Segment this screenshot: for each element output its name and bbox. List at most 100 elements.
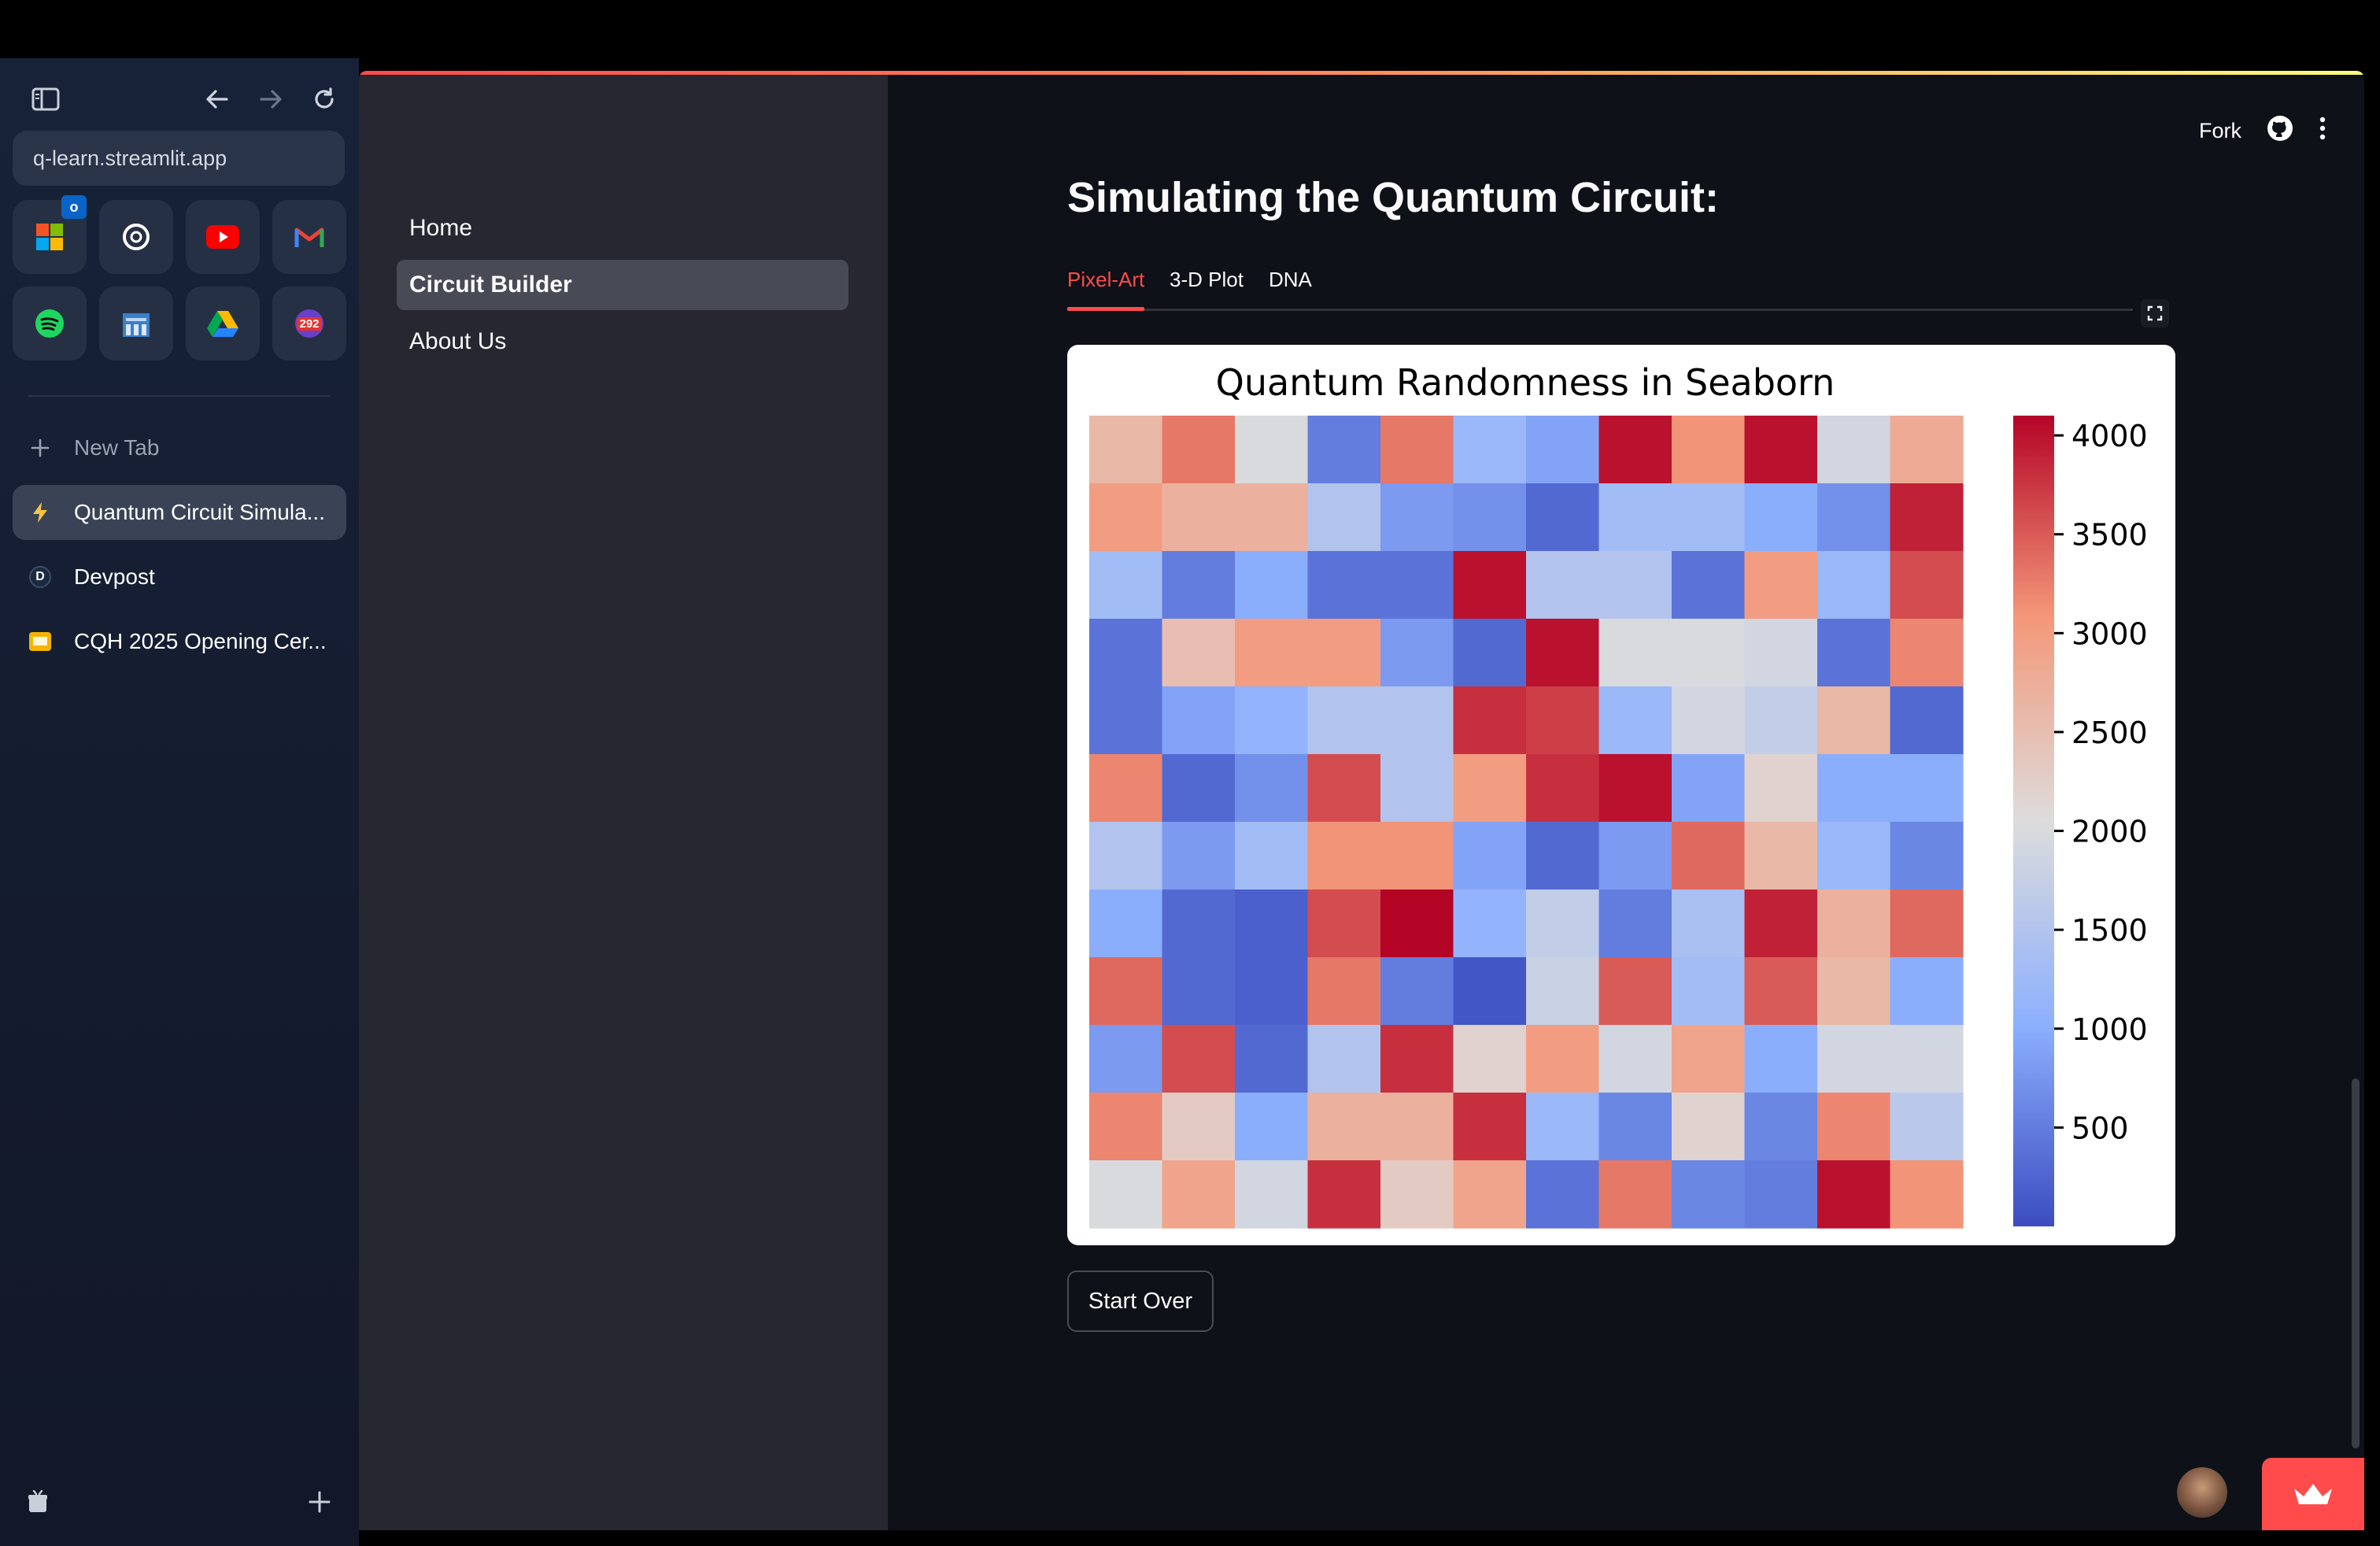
nav-item-about-us[interactable]: About Us <box>409 328 507 354</box>
sidebar-divider <box>28 395 331 397</box>
archive-icon[interactable] <box>24 1488 52 1516</box>
heatmap-cell <box>1672 551 1746 620</box>
heatmap-cell <box>1089 483 1163 552</box>
back-arrow-icon[interactable] <box>200 82 235 117</box>
tab-bar: Pixel-Art 3-D Plot DNA <box>1067 268 2133 312</box>
streamlit-crown-badge[interactable] <box>2262 1458 2364 1530</box>
heatmap-cell <box>1235 483 1309 552</box>
heatmap-cell <box>1380 957 1454 1026</box>
heatmap-cell <box>1089 1093 1163 1161</box>
heatmap-cell <box>1744 1093 1818 1161</box>
heatmap-cell <box>1890 1093 1964 1161</box>
fork-button[interactable]: Fork <box>2199 119 2241 142</box>
heatmap-cell <box>1162 619 1236 687</box>
heatmap-cell <box>1380 822 1454 890</box>
fullscreen-icon[interactable] <box>2141 299 2169 327</box>
browser-tab-devpost[interactable]: D Devpost <box>13 549 346 605</box>
colorbar-tick-label: 500 <box>2071 1111 2129 1145</box>
heatmap-cell <box>1089 619 1163 687</box>
app-top-decoration <box>359 71 2364 75</box>
new-tab-button[interactable]: New Tab <box>13 420 346 475</box>
heatmap-cell <box>1235 754 1309 823</box>
heatmap-cell <box>1672 754 1746 823</box>
favorite-openai[interactable] <box>99 200 173 274</box>
page-scrollbar[interactable] <box>2352 1078 2360 1448</box>
heatmap-cell <box>1817 1160 1891 1229</box>
heatmap-cell <box>1307 1025 1381 1093</box>
heatmap-cell <box>1744 822 1818 890</box>
tab-3d-plot[interactable]: 3-D Plot <box>1170 268 1244 291</box>
heatmap-cell <box>1089 957 1163 1026</box>
heatmap-cell <box>1307 483 1381 552</box>
browser-tab-cqh[interactable]: CQH 2025 Opening Cer... <box>13 614 346 669</box>
heatmap-cell <box>1672 416 1746 484</box>
heatmap-cell <box>1089 1025 1163 1093</box>
calendar-icon: 292 <box>295 309 323 338</box>
heatmap-cell <box>1817 1093 1891 1161</box>
heatmap-cell <box>1453 619 1527 687</box>
heatmap-cell <box>1089 551 1163 620</box>
add-icon[interactable] <box>305 1488 334 1516</box>
heatmap-cell <box>1890 754 1964 823</box>
nav-item-circuit-builder[interactable]: Circuit Builder <box>397 260 848 310</box>
heatmap-cell <box>1890 957 1964 1026</box>
heatmap-cell <box>1307 890 1381 958</box>
heatmap-cell <box>1598 822 1672 890</box>
heatmap-cell <box>1598 416 1672 484</box>
start-over-button[interactable]: Start Over <box>1067 1270 1214 1332</box>
heatmap-cell <box>1526 822 1600 890</box>
favorite-google-drive[interactable] <box>186 287 260 361</box>
sidebar-toggle-icon[interactable] <box>28 82 63 117</box>
favorite-calendar[interactable]: 292 <box>272 287 346 361</box>
nav-item-home[interactable]: Home <box>409 215 473 241</box>
heatmap-cell <box>1089 686 1163 755</box>
heatmap-cell <box>1526 686 1600 755</box>
heatmap-cell <box>1672 957 1746 1026</box>
heatmap-cell <box>1744 551 1818 620</box>
heatmap-cell <box>1307 1160 1381 1229</box>
favorite-spotify[interactable] <box>13 287 87 361</box>
tab-pixel-art[interactable]: Pixel-Art <box>1067 268 1145 291</box>
heatmap-cell <box>1453 416 1527 484</box>
heatmap-cell <box>1672 619 1746 687</box>
reload-icon[interactable] <box>307 82 342 117</box>
heatmap-cell <box>1162 1160 1236 1229</box>
github-icon[interactable] <box>2267 115 2293 147</box>
heatmap-cell <box>1526 754 1600 823</box>
favorite-gmail[interactable] <box>272 200 346 274</box>
heatmap-cell <box>1890 416 1964 484</box>
gmail-icon <box>294 227 324 247</box>
heatmap-cell <box>1598 619 1672 687</box>
url-bar[interactable]: q-learn.streamlit.app <box>13 131 345 186</box>
heatmap-cell <box>1672 1160 1746 1229</box>
colorbar-tick-label: 3000 <box>2071 616 2148 651</box>
favorite-youtube[interactable] <box>186 200 260 274</box>
microsoft-icon <box>36 224 63 250</box>
heatmap-cell <box>1890 686 1964 755</box>
heatmap-cell <box>1235 416 1309 484</box>
avatar[interactable] <box>2177 1467 2227 1518</box>
browser-tab-quantum[interactable]: Quantum Circuit Simula... <box>13 485 346 540</box>
heatmap-cell <box>1672 890 1746 958</box>
favorite-microsoft[interactable]: o <box>13 195 87 274</box>
more-menu-icon[interactable] <box>2319 116 2326 146</box>
forward-arrow-icon[interactable] <box>253 82 288 117</box>
heatmap-cell <box>1744 483 1818 552</box>
heatmap-cell <box>1235 619 1309 687</box>
colorbar-tick-label: 1000 <box>2071 1012 2148 1047</box>
heatmap-cell <box>1307 957 1381 1026</box>
heatmap-cell <box>1235 1025 1309 1093</box>
heatmap-cell <box>1162 416 1236 484</box>
heatmap-cell <box>1598 1025 1672 1093</box>
favorite-bank[interactable] <box>99 287 173 361</box>
plus-icon <box>28 436 52 460</box>
tab-dna[interactable]: DNA <box>1269 268 1312 291</box>
google-drive-icon <box>207 311 238 337</box>
heatmap-cell <box>1453 483 1527 552</box>
heatmap-cell <box>1598 686 1672 755</box>
heatmap-cell <box>1307 416 1381 484</box>
heatmap-cell <box>1526 957 1600 1026</box>
heatmap-cell <box>1598 1160 1672 1229</box>
heatmap-cell <box>1235 1160 1309 1229</box>
header-actions: Fork <box>2199 115 2326 147</box>
